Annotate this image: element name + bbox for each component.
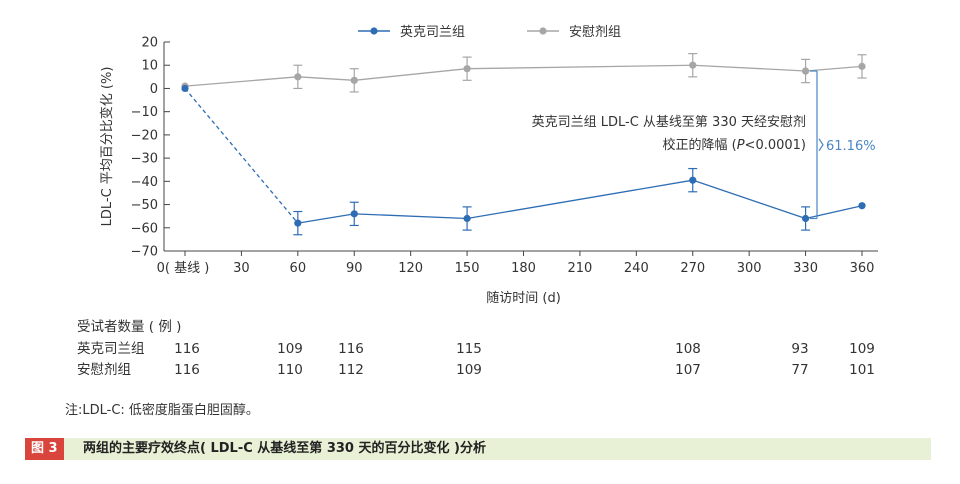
x-axis-title: 随访时间 (d) [486,291,561,306]
x-tick-label: 90 [346,261,363,276]
table-cell: 109 [849,341,875,357]
inclisiran-series [181,84,866,236]
y-axis-title: LDL-C 平均百分比变化 (%) [99,67,115,227]
table-cell: 101 [849,362,875,378]
y-tick-label: −50 [131,198,158,213]
table-cell: 116 [174,341,200,357]
placebo-series [181,53,867,93]
table-cell: 77 [791,362,809,378]
inclisiran-segment [354,213,468,220]
table-row-label: 英克司兰组 [77,341,145,357]
y-tick-label: −60 [131,221,158,236]
legend-label-placebo: 安慰剂组 [569,25,621,40]
table-row-inclisiran: 英克司兰组 116 109 116 115 108 93 109 [0,339,960,359]
placebo-segment [297,76,355,81]
placebo-point [294,73,302,81]
y-tick-label: 20 [141,36,158,51]
placebo-point [463,65,471,73]
table-cell: 93 [791,341,809,357]
x-tick-label: 210 [568,261,593,276]
x-tick-label: 330 [793,261,818,276]
annotation-text-suffix: <0.0001) [745,138,806,153]
placebo-segment [692,64,806,72]
legend-label-inclisiran: 英克司兰组 [400,25,465,40]
placebo-point [801,67,810,75]
inclisiran-segment [297,213,355,224]
legend-marker-inclisiran [370,27,378,35]
table-cell: 116 [174,362,200,378]
placebo-point [689,61,697,69]
difference-value-label: 61.16% [826,139,876,154]
inclisiran-segment [692,179,806,220]
y-tick-label: −40 [131,175,158,190]
inclisiran-point [689,176,697,184]
table-cell: 116 [338,341,364,357]
table-cell: 109 [277,341,303,357]
table-row-label: 安慰剂组 [77,362,131,378]
annotation-line-1: 英克司兰组 LDL-C 从基线至第 330 天经安慰剂 [532,115,806,130]
inclisiran-segment [184,88,299,224]
table-cell: 112 [338,362,364,378]
figure-number-tag: 图 3 [25,438,64,460]
y-tick-label: −30 [131,152,158,167]
x-tick-label: 270 [680,261,705,276]
figure-title: 两组的主要疗效终点( LDL-C 从基线至第 330 天的百分比变化 )分析 [83,441,486,456]
inclisiran-segment [466,179,693,220]
placebo-segment [354,68,468,81]
x-tick-label: 360 [850,261,875,276]
placebo-segment [467,64,693,70]
inclisiran-point [801,214,810,223]
figure-caption-bar: 图 3 两组的主要疗效终点( LDL-C 从基线至第 330 天的百分比变化 )… [25,438,931,460]
table-title: 受试者数量 ( 例 ) [77,319,182,335]
table-cell: 108 [675,341,701,357]
x-tick-label: 120 [398,261,423,276]
difference-bracket-pointer [818,138,824,152]
table-cell: 109 [456,362,482,378]
placebo-point [858,62,866,70]
x-tick-label: 300 [737,261,762,276]
inclisiran-segment [805,205,863,220]
placebo-segment [805,65,863,72]
line-chart: 20 10 0 −10 −20 −30 −40 −50 −60 −700( 基线 ) 30 60 90 1… [99,25,878,306]
x-tick-label: 150 [455,261,480,276]
y-tick-label: −10 [131,105,158,120]
y-tick-label: −70 [131,245,158,260]
annotation-text-prefix: 校正的降幅 ( [662,137,736,153]
footnote: 注:LDL-C: 低密度脂蛋白胆固醇。 [65,403,259,418]
annotation-p-symbol: P [737,138,745,153]
x-tick-label: 0( 基线 ) [157,261,210,276]
inclisiran-point [463,214,471,223]
legend: 英克司兰组 安慰剂组 [358,25,621,40]
placebo-segment [184,76,298,87]
x-tick-label: 30 [233,261,250,276]
table-cell: 110 [277,362,303,378]
x-tick-label: 180 [511,261,536,276]
y-tick-label: −20 [131,128,158,143]
table-cell: 115 [456,341,482,357]
table-cell: 107 [675,362,701,378]
placebo-point [350,76,358,84]
inclisiran-point [181,84,189,93]
legend-marker-placebo [539,27,547,35]
inclisiran-point [350,210,358,218]
inclisiran-point [858,202,866,210]
table-row-placebo: 安慰剂组 116 110 112 109 107 77 101 [0,360,960,380]
inclisiran-point [294,219,302,227]
annotation-line-2: 校正的降幅 (P<0.0001) [662,137,806,153]
y-tick-label: 0 [150,82,158,97]
table-title-row: 受试者数量 ( 例 ) [0,317,960,337]
x-tick-label: 60 [290,261,307,276]
y-tick-label: 10 [141,59,158,74]
x-tick-label: 240 [624,261,649,276]
